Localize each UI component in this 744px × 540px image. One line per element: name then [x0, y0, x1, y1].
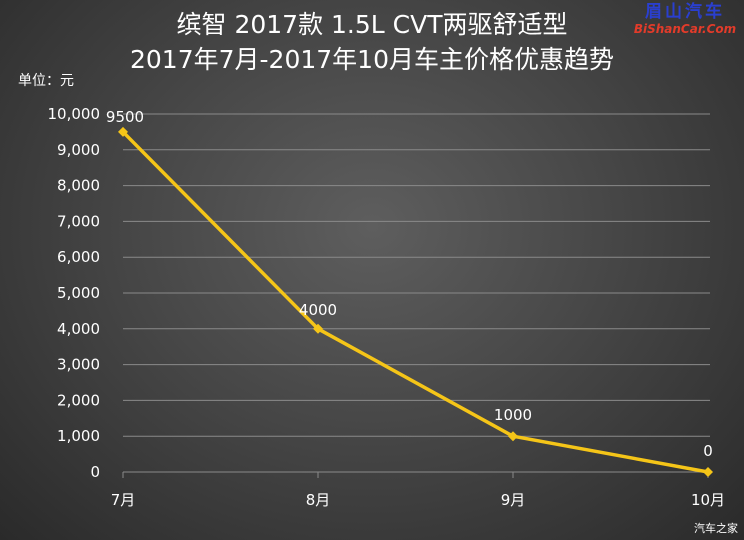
chart-title-line1: 缤智 2017款 1.5L CVT两驱舒适型 [176, 10, 568, 39]
y-tick-label: 6,000 [57, 248, 100, 266]
watermark-en-text: BiShanCar.Com [633, 22, 737, 36]
data-label: 1000 [494, 406, 532, 424]
source-credit: 汽车之家 [694, 522, 738, 535]
y-tick-label: 8,000 [57, 177, 100, 195]
watermark-cn-text: 眉山汽车 [645, 2, 725, 22]
y-tick-label: 5,000 [57, 284, 100, 302]
data-point-marker [313, 323, 323, 334]
x-axis-ticks: 7月 8月 9月 10月 [111, 472, 725, 509]
y-tick-label: 10,000 [48, 105, 101, 123]
data-labels: 9500 4000 1000 0 [106, 108, 713, 460]
y-tick-label: 4,000 [57, 320, 100, 338]
chart-title-line2: 2017年7月-2017年10月车主价格优惠趋势 [130, 45, 614, 74]
y-tick-label: 0 [90, 463, 100, 481]
grid-lines [123, 113, 710, 473]
data-point-marker [118, 126, 128, 137]
data-point-marker [508, 431, 518, 442]
y-tick-label: 9,000 [57, 141, 100, 159]
y-tick-label: 3,000 [57, 356, 100, 374]
data-label: 4000 [299, 301, 337, 319]
y-tick-label: 1,000 [57, 427, 100, 445]
x-tick-label: 8月 [306, 491, 331, 509]
watermark-logo: 眉山汽车 BiShanCar.Com [630, 2, 740, 36]
series-layer [118, 126, 713, 477]
data-label: 9500 [106, 108, 144, 126]
x-tick-label: 10月 [691, 491, 725, 509]
x-tick-label: 9月 [501, 491, 526, 509]
y-tick-label: 7,000 [57, 212, 100, 230]
data-label: 0 [703, 442, 713, 460]
y-axis-ticks: 0 1,000 2,000 3,000 4,000 5,000 6,000 7,000 8,00… [48, 105, 101, 481]
series-line [121, 130, 709, 474]
y-tick-label: 2,000 [57, 391, 100, 409]
data-point-marker [703, 467, 713, 477]
x-tick-label: 7月 [111, 491, 136, 509]
y-axis-unit-label: 单位：元 [18, 73, 74, 89]
